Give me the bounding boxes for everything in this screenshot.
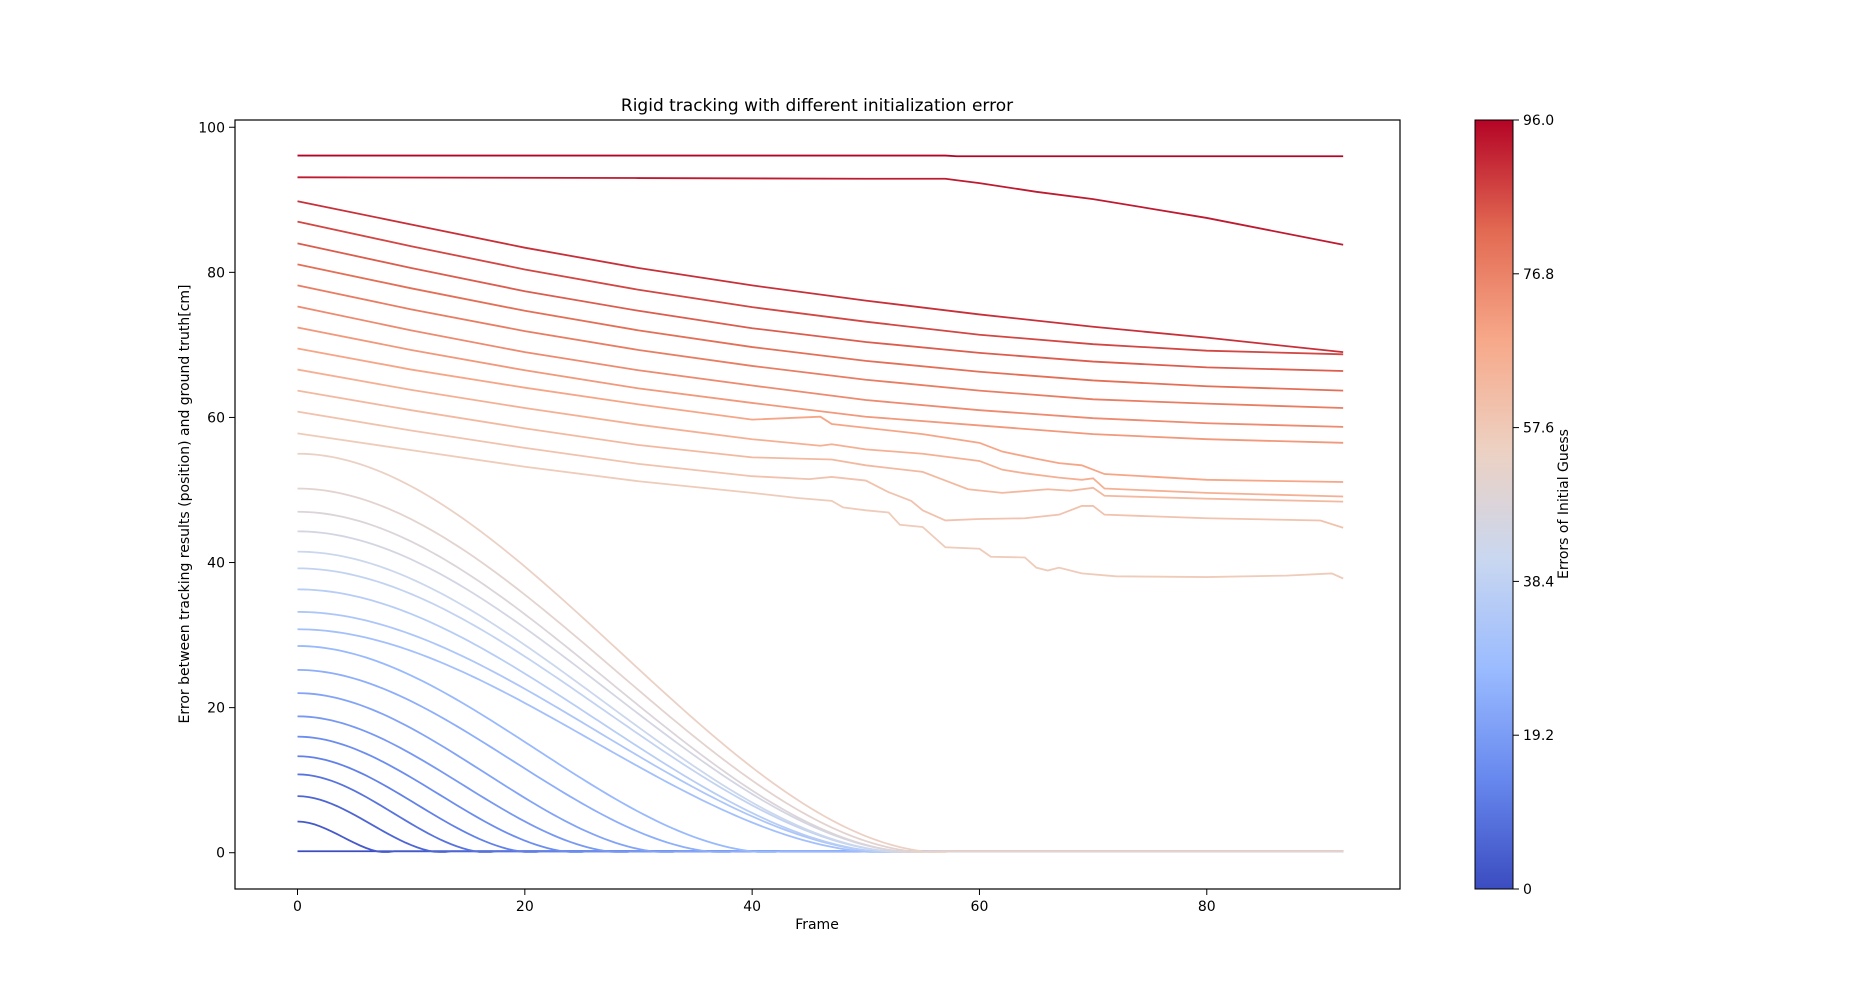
series-line bbox=[297, 200, 1344, 354]
series-line bbox=[297, 368, 1344, 498]
x-tick-label: 40 bbox=[743, 899, 761, 915]
series-line bbox=[297, 432, 1344, 580]
series-line bbox=[297, 242, 1344, 372]
series-line bbox=[297, 154, 1344, 158]
series-line bbox=[297, 452, 1344, 853]
y-tick-label: 0 bbox=[216, 846, 225, 862]
series-line bbox=[297, 410, 1344, 529]
chart-title: Rigid tracking with different initializa… bbox=[621, 96, 1013, 116]
y-tick-label: 100 bbox=[198, 120, 225, 136]
series-line bbox=[297, 305, 1344, 428]
y-axis-label: Error between tracking results (position… bbox=[177, 285, 193, 724]
series-line bbox=[297, 347, 1344, 483]
series-line bbox=[297, 567, 1344, 853]
series-line bbox=[297, 487, 1344, 853]
series-line bbox=[297, 628, 1344, 853]
colorbar-tick-label: 38.4 bbox=[1523, 574, 1554, 590]
y-tick-label: 20 bbox=[207, 701, 225, 717]
colorbar-tick-label: 57.6 bbox=[1523, 421, 1554, 437]
colorbar-tick-label: 76.8 bbox=[1523, 267, 1554, 283]
series-line bbox=[297, 550, 1344, 853]
x-tick-label: 80 bbox=[1198, 899, 1216, 915]
colorbar-label: Errors of Initial Guess bbox=[1556, 429, 1572, 579]
colorbar-tick-label: 96.0 bbox=[1523, 113, 1554, 129]
colorbar-tick-label: 19.2 bbox=[1523, 728, 1554, 744]
series-line bbox=[297, 326, 1344, 444]
colorbar bbox=[1474, 119, 1514, 890]
plot-frame bbox=[234, 119, 1401, 890]
series-layer bbox=[297, 154, 1344, 853]
colorbar-axis: 0 19.2 38.4 57.6 76.8 96.0 bbox=[1513, 113, 1554, 898]
series-line bbox=[297, 263, 1344, 392]
series-line bbox=[297, 669, 1344, 853]
series-line bbox=[297, 284, 1344, 409]
colorbar-tick-label: 0 bbox=[1523, 882, 1532, 898]
series-line bbox=[297, 715, 1344, 853]
series-line bbox=[297, 510, 1344, 853]
y-tick-label: 60 bbox=[207, 410, 225, 426]
series-line bbox=[297, 610, 1344, 853]
x-axis-label: Frame bbox=[795, 917, 839, 933]
x-tick-label: 0 bbox=[293, 899, 302, 915]
series-line bbox=[297, 389, 1344, 503]
y-tick-label: 40 bbox=[207, 556, 225, 572]
x-tick-label: 20 bbox=[516, 899, 534, 915]
x-tick-label: 60 bbox=[971, 899, 989, 915]
series-line bbox=[297, 588, 1344, 853]
series-line bbox=[297, 176, 1344, 246]
y-tick-label: 80 bbox=[207, 265, 225, 281]
y-axis: 0 20 40 60 80 100 bbox=[198, 120, 235, 862]
series-line bbox=[297, 220, 1344, 356]
x-axis: 0 20 40 60 80 bbox=[293, 889, 1216, 915]
